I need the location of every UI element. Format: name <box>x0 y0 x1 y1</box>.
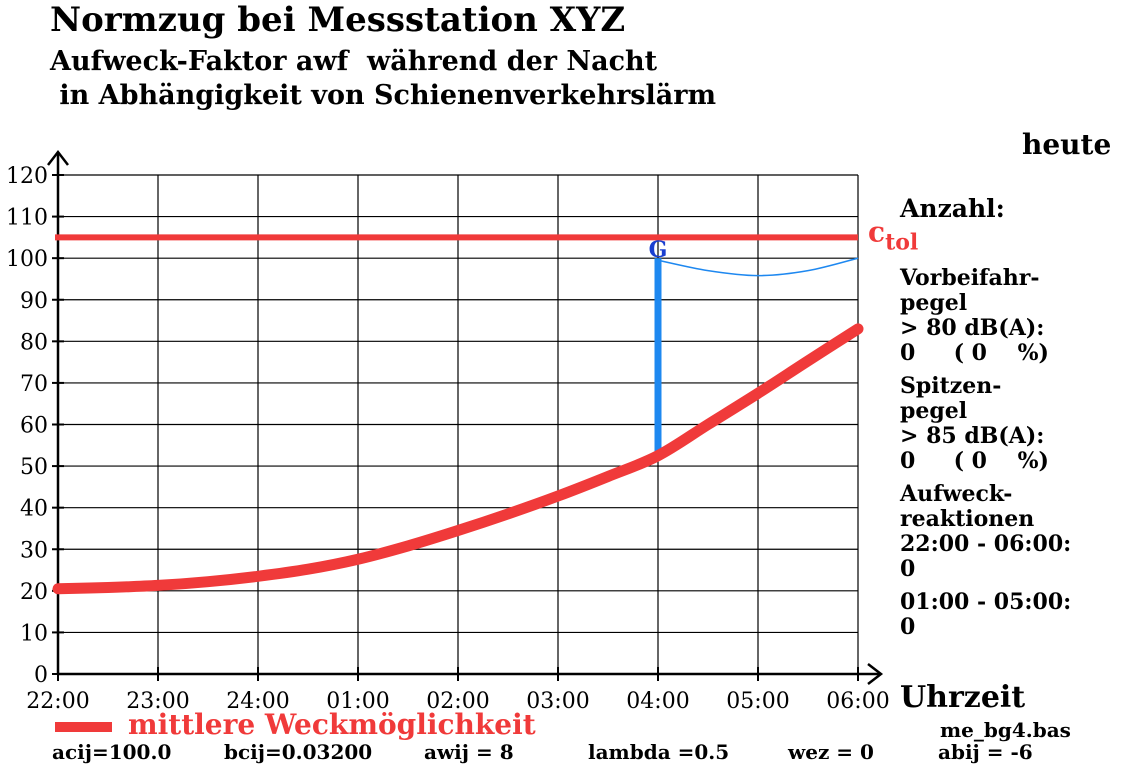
y-axis-arrow <box>47 149 69 166</box>
y-tick-label: 70 <box>20 372 48 397</box>
x-tick-label: 06:00 <box>826 689 889 714</box>
x-tick-label: 24:00 <box>226 689 289 714</box>
script-name: me_bg4.bas <box>940 718 1071 742</box>
data-point <box>253 571 263 581</box>
x-tick-label: 22:00 <box>26 689 89 714</box>
threshold-subscript: tol <box>885 229 918 255</box>
data-point <box>803 356 813 366</box>
marker-label: G <box>649 237 668 263</box>
x-tick-label: 04:00 <box>626 689 689 714</box>
y-tick-label: 90 <box>20 289 48 314</box>
y-tick-label: 0 <box>34 663 48 688</box>
parameter: acij=100.0 <box>52 740 172 764</box>
y-tick-label: 120 <box>6 164 48 189</box>
stats-line: > 85 dB(A): <box>900 423 1045 449</box>
y-tick-label: 60 <box>20 414 48 439</box>
stats-line: Aufweck- <box>900 481 1013 507</box>
stats-panel: Vorbeifahr-pegel > 80 dB(A): 0 ( 0 %) Spitz… <box>900 266 1071 640</box>
data-point <box>53 584 63 594</box>
x-axis-arrow <box>867 663 884 685</box>
stats-line: Spitzen- <box>900 373 1002 399</box>
stats-line: reaktionen <box>900 506 1035 532</box>
stats-line: 0 ( 0 %) <box>900 448 1049 474</box>
data-point <box>553 491 563 501</box>
stats-line: 0 <box>900 556 916 582</box>
y-tick-label: 40 <box>20 497 48 522</box>
parameter: bcij=0.03200 <box>224 740 373 764</box>
page-title: Normzug bei Messstation XYZ <box>50 0 626 40</box>
data-point <box>853 324 863 334</box>
stats-line: 0 ( 0 %) <box>900 340 1049 366</box>
threshold-symbol: c <box>868 215 885 248</box>
data-point <box>203 577 213 587</box>
y-tick-label: 100 <box>6 247 48 272</box>
stats-line: > 80 dB(A): <box>900 315 1045 341</box>
x-tick-label: 03:00 <box>526 689 589 714</box>
y-tick-label: 10 <box>20 621 48 646</box>
parameter: lambda =0.5 <box>588 740 730 764</box>
y-tick-label: 30 <box>20 538 48 563</box>
threshold-label: ctol <box>868 215 918 255</box>
thin-curve <box>657 257 859 277</box>
stats-line: pegel <box>900 290 968 316</box>
stats-line: 01:00 - 05:00: <box>900 589 1072 615</box>
data-point <box>503 509 513 519</box>
data-point <box>303 564 313 574</box>
data-point <box>653 451 663 461</box>
data-point <box>603 471 613 481</box>
stats-line: pegel <box>900 398 968 424</box>
x-axis-unit: Uhrzeit <box>900 680 1026 715</box>
y-tick-label: 110 <box>6 206 48 231</box>
data-point <box>353 554 363 564</box>
y-tick-label: 20 <box>20 580 48 605</box>
data-point <box>153 580 163 590</box>
y-tick-label: 80 <box>20 330 48 355</box>
parameter: abij = -6 <box>938 740 1033 764</box>
data-point <box>703 420 713 429</box>
data-point <box>403 541 413 551</box>
stats-line: 0 <box>900 614 916 640</box>
y-tick-label: 50 <box>20 455 48 480</box>
x-tick-label: 23:00 <box>126 689 189 714</box>
data-point <box>753 388 763 398</box>
legend-label: mittlere Weckmöglichkeit <box>128 708 536 741</box>
subtitle-line-2: in Abhängigkeit von Schienenverkehrslärm <box>50 80 717 111</box>
x-tick-label: 05:00 <box>726 689 789 714</box>
subtitle-line-1: Aufweck-Faktor awf während der Nacht <box>50 46 658 77</box>
x-tick-label: 01:00 <box>326 689 389 714</box>
parameter: awij = 8 <box>424 740 514 764</box>
count-heading: Anzahl: <box>900 194 1005 223</box>
stats-line: 22:00 - 06:00: <box>900 531 1072 557</box>
data-point <box>453 526 463 536</box>
date-label: heute <box>1022 128 1112 161</box>
x-tick-label: 02:00 <box>426 689 489 714</box>
stats-line: Vorbeifahr- <box>900 265 1040 291</box>
data-point <box>103 583 113 593</box>
parameter: wez = 0 <box>788 740 874 764</box>
